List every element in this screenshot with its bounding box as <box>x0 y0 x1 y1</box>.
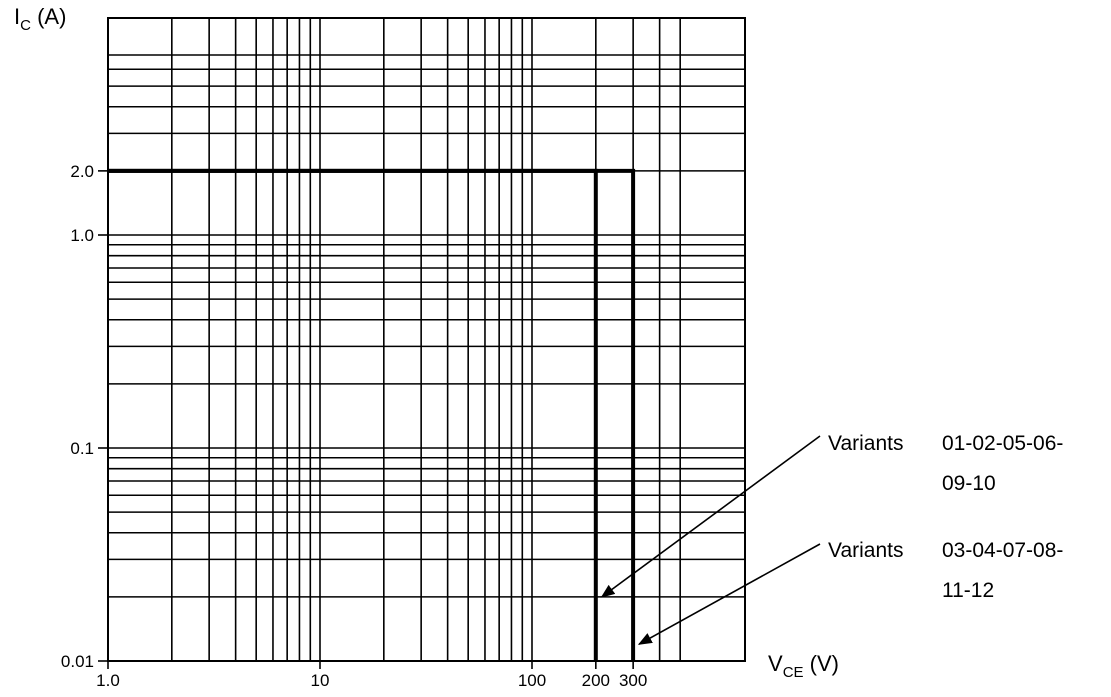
y-tick-label: 0.1 <box>70 439 94 458</box>
annotation-codes-line1: 01-02-05-06- <box>942 432 1063 455</box>
annotation-1: Variants 01-02-05-06- 09-10 <box>600 432 1063 598</box>
x-axis-label-unit: (V) <box>804 651 839 676</box>
x-tick-label: 300 <box>619 671 647 690</box>
annotation-codes-line2: 09-10 <box>942 472 996 495</box>
annotation-codes-line1: 03-04-07-08- <box>942 539 1063 562</box>
y-tick-label: 0.01 <box>61 652 94 671</box>
limit-line-series-2 <box>108 168 636 661</box>
x-axis-label-main: V <box>768 651 783 676</box>
y-axis-label-sub: C <box>20 17 31 34</box>
y-axis-label-unit: (A) <box>31 4 66 29</box>
y-tick-label: 2.0 <box>70 162 94 181</box>
x-tick-label: 10 <box>311 671 330 690</box>
x-axis-label-sub: CE <box>783 664 804 681</box>
grid <box>107 18 745 662</box>
annotation-codes-line2: 11-12 <box>942 579 994 602</box>
x-tick-label: 200 <box>582 671 610 690</box>
plot-frame <box>107 17 746 662</box>
x-tick-label: 100 <box>518 671 546 690</box>
limit-lines <box>108 168 636 661</box>
x-tick-label: 1.0 <box>96 671 120 690</box>
x-axis-label: VCE (V) <box>768 651 839 681</box>
tick-labels: 0.01 0.1 1.0 2.0 1.0 10 100 200 300 <box>61 162 647 690</box>
y-axis-label-main: I <box>14 4 20 29</box>
annotations: Variants 01-02-05-06- 09-10 Variants 03-04-0… <box>600 432 1063 645</box>
annotation-arrow <box>637 543 821 645</box>
annotation-label: Variants <box>828 539 903 562</box>
annotation-label: Variants <box>828 432 903 455</box>
y-tick-label: 1.0 <box>70 226 94 245</box>
y-axis-label: IC (A) <box>14 4 66 34</box>
annotation-2: Variants 03-04-07-08- 11-12 <box>637 539 1063 645</box>
annotation-arrow <box>600 435 821 598</box>
